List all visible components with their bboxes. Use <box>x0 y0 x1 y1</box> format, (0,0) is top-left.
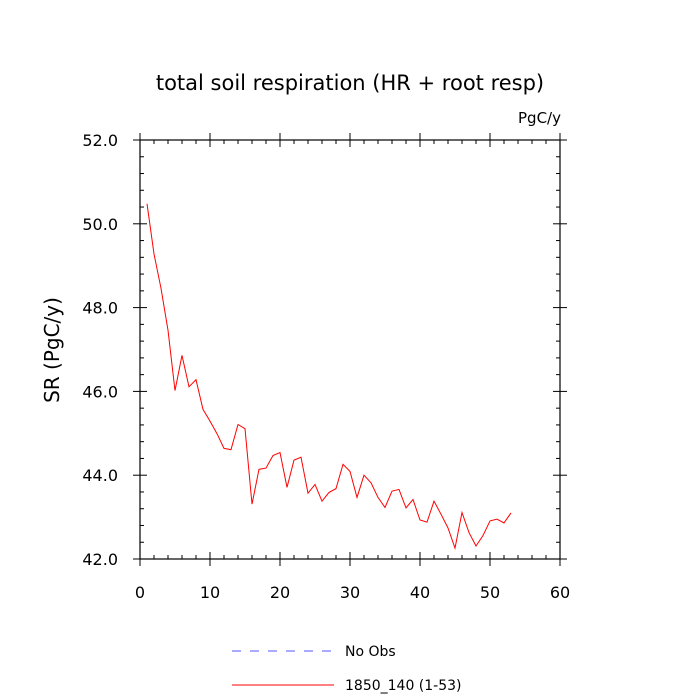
y-axis-label: SR (PgC/y) <box>40 297 64 403</box>
x-tick-label: 40 <box>410 583 430 602</box>
units-label: PgC/y <box>518 109 561 127</box>
x-tick-label: 50 <box>480 583 500 602</box>
y-tick-label: 42.0 <box>82 550 118 569</box>
x-tick-label: 60 <box>550 583 570 602</box>
y-tick-label: 52.0 <box>82 131 118 150</box>
chart-title: total soil respiration (HR + root resp) <box>156 71 544 95</box>
x-ticks <box>139 133 561 566</box>
legend-label-1: 1850_140 (1-53) <box>345 678 462 694</box>
x-tick-label: 30 <box>340 583 360 602</box>
x-tick-label: 20 <box>270 583 290 602</box>
legend: No Obs 1850_140 (1-53) <box>232 644 462 694</box>
y-tick-label: 44.0 <box>82 466 118 485</box>
legend-label-0: No Obs <box>345 644 396 660</box>
x-tick-label: 10 <box>200 583 220 602</box>
y-tick-label: 50.0 <box>82 215 118 234</box>
series-layer <box>146 203 512 551</box>
plot-frame <box>139 139 561 560</box>
y-tick-labels: 42.0 44.0 46.0 48.0 50.0 52.0 <box>82 131 118 569</box>
y-ticks <box>133 139 567 560</box>
x-tick-label: 0 <box>135 583 145 602</box>
series-line-1 <box>146 203 512 551</box>
y-tick-label: 48.0 <box>82 299 118 318</box>
y-tick-label: 46.0 <box>82 382 118 401</box>
x-tick-labels: 0 10 20 30 40 50 60 <box>135 583 570 602</box>
